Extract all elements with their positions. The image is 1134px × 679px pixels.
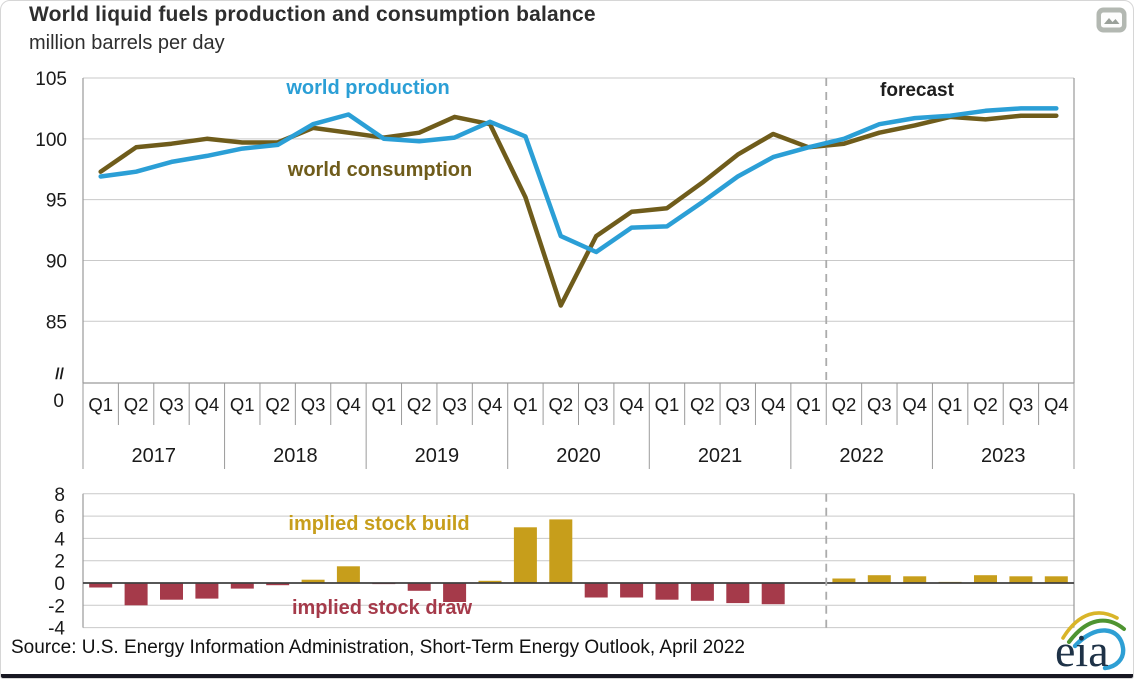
eia-logo: eia [1055,611,1126,676]
year-label: 2023 [981,445,1026,467]
quarter-label: Q1 [513,394,538,415]
stock-bar-2020-Q4 [620,583,644,598]
y-axis-tick-label: 6 [54,507,65,528]
y-axis-tick-label: 105 [35,69,67,90]
quarter-label: Q1 [938,394,963,415]
quarter-label: Q3 [159,394,184,415]
stock-bar-2018-Q4 [336,566,360,583]
quarter-label: Q1 [230,394,255,415]
stock-bar-2017-Q3 [160,583,183,600]
legend-world-consumption: world consumption [287,159,473,181]
y-axis-tick-label: 8 [54,485,65,506]
stock-bar-2022-Q2 [832,578,856,583]
image-icon-button[interactable] [1096,7,1127,33]
y-axis-tick-label: 0 [54,574,65,595]
year-label: 2018 [273,445,318,467]
legend-implied-stock-build: implied stock build [288,513,470,535]
stock-bar-2018-Q3 [301,579,325,583]
stock-bar-2019-Q4 [478,580,502,583]
year-label: 2017 [132,445,177,467]
legend-world-production: world production [286,77,450,99]
quarter-label: Q2 [690,394,715,415]
stock-bar-2021-Q3 [726,583,750,604]
stock-bar-2023-Q3 [1009,576,1033,583]
quarter-label: Q4 [902,394,927,415]
quarter-label: Q3 [301,394,326,415]
quarter-label: Q1 [371,394,396,415]
stock-bar-2023-Q2 [974,575,997,583]
stock-bar-2021-Q2 [690,583,714,601]
year-label: 2021 [698,445,743,467]
legend-implied-stock-draw: implied stock draw [291,597,473,619]
stock-bar-2020-Q3 [584,583,608,598]
y-axis-tick-label: -4 [48,619,65,640]
quarter-label: Q1 [655,394,680,415]
quarter-label: Q4 [478,394,503,415]
eia-swoosh-icon [1061,611,1126,671]
stock-bar-2021-Q4 [761,583,785,605]
quarter-label: Q3 [584,394,609,415]
quarter-label: Q4 [195,394,220,415]
image-icon [1096,7,1127,33]
stock-bar-2021-Q1 [655,583,679,600]
quarter-label: Q3 [1009,394,1034,415]
stock-bar-2018-Q1 [230,583,254,589]
axis-break-mark: // [55,366,64,383]
stock-bar-2020-Q1 [513,527,537,584]
quarter-label: Q3 [725,394,750,415]
quarter-label: Q2 [832,394,857,415]
quarter-label: Q3 [867,394,892,415]
quarter-label: Q4 [619,394,644,415]
quarter-label: Q2 [124,394,149,415]
stock-bar-2023-Q4 [1044,576,1068,583]
stock-bar-2019-Q3 [443,583,467,602]
stock-bar-2017-Q4 [195,583,219,599]
forecast-label: forecast [880,80,954,101]
stock-bar-2020-Q2 [549,519,573,583]
quarter-label: Q4 [761,394,786,415]
y-axis-tick-label: 85 [46,312,67,333]
year-label: 2022 [839,445,884,467]
year-label: 2019 [415,445,460,467]
page-title: World liquid fuels production and consum… [29,3,596,26]
quarter-label: Q2 [265,394,290,415]
consumption-line [98,113,1059,308]
stock-bar-2022-Q4 [903,576,927,583]
quarter-label: Q1 [88,394,113,415]
y-axis-tick-label: 4 [54,529,65,550]
quarter-label: Q3 [442,394,467,415]
y-axis-tick-label: 95 [46,191,67,212]
quarter-label: Q4 [336,394,361,415]
y-axis-zero-label: 0 [53,391,64,412]
quarter-label: Q2 [407,394,432,415]
y-axis-tick-label: 100 [35,130,67,151]
stock-bar-2017-Q1 [89,583,113,588]
production-line [98,106,1059,255]
source-attribution: Source: U.S. Energy Information Administ… [11,637,745,658]
eia-logo-text: eia [1055,625,1109,676]
y-axis-tick-label: 2 [54,552,65,573]
chart-units-subtitle: million barrels per day [29,32,225,54]
quarter-label: Q2 [548,394,573,415]
quarter-label: Q1 [796,394,821,415]
quarter-label: Q2 [973,394,998,415]
stock-bar-2019-Q2 [407,583,431,591]
quarter-label: Q4 [1044,394,1069,415]
y-axis-tick-label: -2 [48,596,65,617]
y-axis-tick-label: 90 [46,251,67,272]
stock-bar-2022-Q3 [867,575,891,583]
stock-bar-2018-Q2 [266,583,290,586]
card-bottom-border [1,674,1133,678]
stock-bar-2017-Q2 [124,583,148,606]
year-label: 2020 [556,445,601,467]
